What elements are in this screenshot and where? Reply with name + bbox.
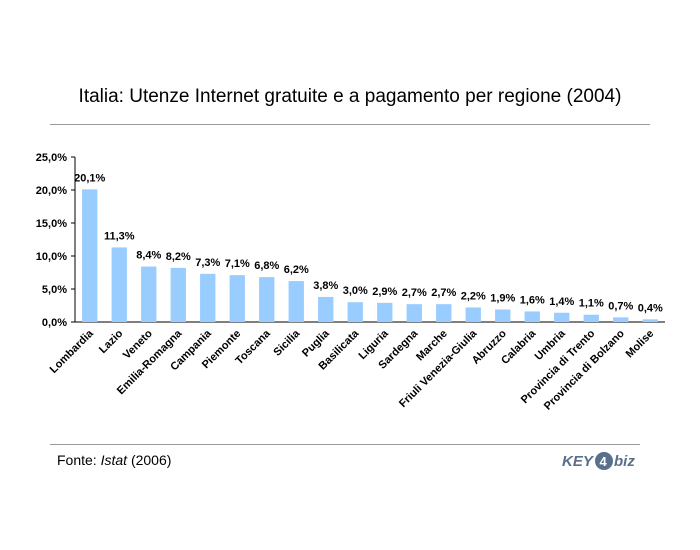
bar [495,309,511,322]
logo-badge [595,452,613,470]
data-labels: 20,1% 11,3%8,4% 8,2% 7,3% 7,1% 6,8% 6,2% 3,8% 3,… [74,172,663,314]
bar [229,275,245,322]
bar [259,277,275,322]
category-label: Sicilia [271,327,303,359]
bar [288,281,304,322]
y-tick-label: 5,0% [42,284,67,296]
data-label: 1,6% [520,294,545,306]
y-tick-label: 25,0% [36,152,67,164]
bar [642,319,658,322]
data-label: 3,8% [313,280,338,292]
bar-chart: 0,0%5,0%10,0%15,0%20,0%25,0% 20,1%11,3%8… [36,152,665,413]
data-label: 6,2% [284,264,309,276]
source-note: Fonte: Istat (2006) [57,452,171,468]
data-label: 0,4% [638,302,663,314]
bar [82,189,98,322]
data-label: 11,3% [104,230,135,242]
bar [583,314,599,322]
data-label: 3,0% [343,285,368,297]
y-tick-label: 20,0% [36,185,67,197]
data-label: 2,9% [372,286,397,298]
data-label: 1,4% [549,296,574,308]
bar [406,304,422,322]
top-divider [50,124,650,125]
data-label: 1,1% [579,298,604,310]
bar [524,311,540,322]
data-label: 6,8% [254,260,279,272]
data-label: 1,9% [490,292,515,304]
data-label: 8,4% [136,250,161,262]
bar [377,302,393,322]
data-label: 2,7% [402,287,427,299]
data-label: 7,3% [195,257,220,269]
bottom-divider [50,444,640,445]
page-title: Italia: Utenze Internet gratuite e a pag… [78,86,622,107]
bar [111,247,127,322]
logo-text-left: KEY [562,453,595,470]
source-suffix: (2006) [127,452,172,468]
bar [347,302,363,322]
y-tick-label: 15,0% [36,218,67,230]
source-prefix: Fonte: [57,452,101,468]
data-label: 20,1% [74,172,105,184]
key4biz-logo: KEY 4 biz [562,452,635,470]
bar [554,312,570,322]
bar [141,266,157,322]
logo-number: 4 [600,454,608,469]
bar [170,267,186,322]
data-label: 0,7% [608,300,633,312]
data-label: 7,1% [225,258,250,270]
category-label: Lombardia [48,327,97,376]
logo-text-right: biz [614,453,635,470]
y-tick-label: 0,0% [42,317,67,329]
bar [613,317,629,322]
bars [82,189,658,322]
category-labels: Lombardia LazioVenetoEmilia-RomagnaCampan… [48,327,657,413]
bar [465,307,481,322]
source-name: Istat [100,452,128,468]
data-label: 8,2% [166,251,191,263]
data-label: 2,7% [431,287,456,299]
data-label: 2,2% [461,290,486,302]
bar [200,273,216,322]
bar [318,296,334,322]
category-label: Molise [624,328,657,361]
bar [436,304,452,322]
y-tick-label: 10,0% [36,251,67,263]
